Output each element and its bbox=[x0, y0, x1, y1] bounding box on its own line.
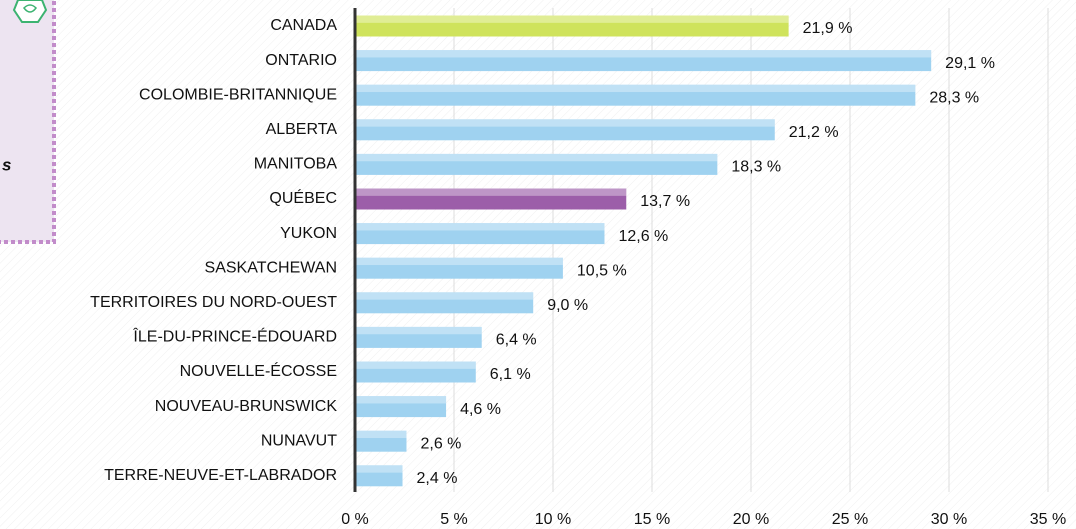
x-tick-label: 25 % bbox=[832, 511, 868, 528]
y-tick-label: NOUVEAU-BRUNSWICK bbox=[155, 398, 338, 415]
bar-shine bbox=[355, 465, 403, 473]
value-label: 28,3 % bbox=[929, 89, 979, 106]
y-tick-label: ÎLE-DU-PRINCE-ÉDOUARD bbox=[132, 327, 337, 346]
bar-shine bbox=[355, 15, 789, 23]
x-tick-label: 15 % bbox=[634, 511, 670, 528]
bar bbox=[355, 188, 627, 210]
value-label: 6,4 % bbox=[496, 332, 537, 349]
bar bbox=[355, 292, 534, 314]
x-tick-label: 5 % bbox=[440, 511, 468, 528]
value-label: 29,1 % bbox=[945, 55, 995, 72]
sidebar-box bbox=[0, 0, 56, 244]
bar-shine bbox=[355, 153, 718, 162]
bar bbox=[355, 15, 789, 37]
x-tick-label: 35 % bbox=[1030, 511, 1066, 528]
y-tick-label: ONTARIO bbox=[265, 52, 337, 69]
bar bbox=[355, 465, 403, 487]
bar bbox=[355, 223, 605, 245]
bar-shine bbox=[355, 292, 534, 300]
bar-shine bbox=[355, 50, 932, 58]
value-label: 13,7 % bbox=[640, 193, 690, 210]
bar-shine bbox=[355, 223, 605, 231]
x-tick-label: 10 % bbox=[535, 511, 571, 528]
bar-shine bbox=[355, 119, 775, 127]
bar-shine bbox=[355, 188, 627, 196]
sidebar-icon-leaf bbox=[23, 4, 37, 13]
x-tick-label: 30 % bbox=[931, 511, 967, 528]
bar bbox=[355, 84, 916, 106]
bar-shine bbox=[355, 430, 407, 439]
y-tick-label: COLOMBIE-BRITANNIQUE bbox=[139, 86, 337, 103]
bar bbox=[355, 396, 447, 418]
bar-shine bbox=[355, 361, 476, 369]
value-label: 21,9 % bbox=[803, 20, 853, 37]
y-tick-label: SASKATCHEWAN bbox=[205, 259, 337, 276]
bar-shine bbox=[355, 257, 563, 266]
y-tick-label: TERRITOIRES DU NORD-OUEST bbox=[90, 294, 337, 311]
bar-shine bbox=[355, 84, 916, 93]
value-label: 4,6 % bbox=[460, 401, 501, 418]
y-tick-label: CANADA bbox=[270, 17, 337, 34]
y-tick-label: QUÉBEC bbox=[269, 188, 337, 207]
x-tick-label: 0 % bbox=[341, 511, 369, 528]
y-tick-label: NOUVELLE-ÉCOSSE bbox=[180, 361, 337, 380]
value-label: 2,4 % bbox=[417, 470, 458, 487]
sidebar-text: s bbox=[2, 155, 11, 174]
bar-shine bbox=[355, 396, 447, 404]
y-tick-label: YUKON bbox=[280, 225, 337, 242]
bar bbox=[355, 430, 407, 452]
value-label: 10,5 % bbox=[577, 262, 627, 279]
bar bbox=[355, 119, 775, 141]
value-label: 21,2 % bbox=[789, 124, 839, 141]
x-tick-label: 20 % bbox=[733, 511, 769, 528]
bar bbox=[355, 153, 718, 175]
value-label: 12,6 % bbox=[618, 228, 668, 245]
bar bbox=[355, 257, 563, 279]
value-label: 6,1 % bbox=[490, 366, 531, 383]
sidebar-icon bbox=[12, 0, 48, 23]
y-tick-label: NUNAVUT bbox=[261, 432, 337, 449]
value-label: 9,0 % bbox=[547, 297, 588, 314]
bar bbox=[355, 326, 482, 348]
value-label: 18,3 % bbox=[731, 159, 781, 176]
y-tick-label: TERRE-NEUVE-ET-LABRADOR bbox=[104, 467, 337, 484]
y-tick-label: ALBERTA bbox=[266, 121, 338, 138]
bar-shine bbox=[355, 326, 482, 335]
bar bbox=[355, 361, 476, 383]
value-label: 2,6 % bbox=[420, 435, 461, 452]
bar bbox=[355, 50, 932, 72]
y-tick-label: MANITOBA bbox=[254, 156, 338, 173]
